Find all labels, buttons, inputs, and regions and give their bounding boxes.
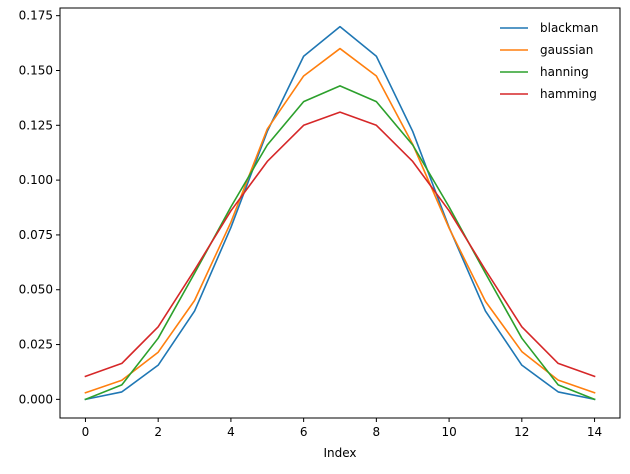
x-tick-label: 12 (514, 425, 529, 439)
y-tick-label: 0.100 (19, 173, 53, 187)
x-tick-label: 10 (441, 425, 456, 439)
y-tick-label: 0.000 (19, 392, 53, 406)
series-gaussian (85, 48, 594, 392)
x-tick-label: 0 (82, 425, 90, 439)
legend-item-gaussian: gaussian (500, 43, 593, 57)
y-axis: 0.000 0.025 0.050 0.075 0.100 0.125 0.150 0.175 (19, 9, 60, 407)
y-tick-label: 0.175 (19, 9, 53, 23)
series-line-hamming (85, 112, 594, 376)
legend-label-hamming: hamming (540, 87, 597, 101)
x-axis: 0 2 4 6 8 10 12 14 (82, 418, 603, 439)
legend-label-blackman: blackman (540, 21, 599, 35)
y-tick-label: 0.050 (19, 283, 53, 297)
series-layer (85, 27, 594, 400)
series-hanning (85, 86, 594, 400)
legend-item-blackman: blackman (500, 21, 599, 35)
x-axis-label: Index (323, 446, 356, 460)
legend-label-hanning: hanning (540, 65, 589, 79)
series-line-gaussian (85, 49, 594, 393)
legend: blackman gaussian hanning hamming (500, 21, 599, 101)
legend-item-hamming: hamming (500, 87, 597, 101)
series-hamming (85, 112, 594, 376)
series-line-blackman (85, 27, 594, 400)
x-tick-label: 2 (154, 425, 162, 439)
y-tick-label: 0.075 (19, 228, 53, 242)
series-line-hanning (85, 86, 594, 400)
x-tick-label: 8 (373, 425, 381, 439)
y-tick-label: 0.125 (19, 118, 53, 132)
legend-item-hanning: hanning (500, 65, 589, 79)
series-blackman (85, 27, 594, 400)
x-tick-label: 14 (587, 425, 602, 439)
legend-label-gaussian: gaussian (540, 43, 593, 57)
y-tick-label: 0.150 (19, 63, 53, 77)
y-tick-label: 0.025 (19, 338, 53, 352)
x-tick-label: 4 (227, 425, 235, 439)
x-tick-label: 6 (300, 425, 308, 439)
